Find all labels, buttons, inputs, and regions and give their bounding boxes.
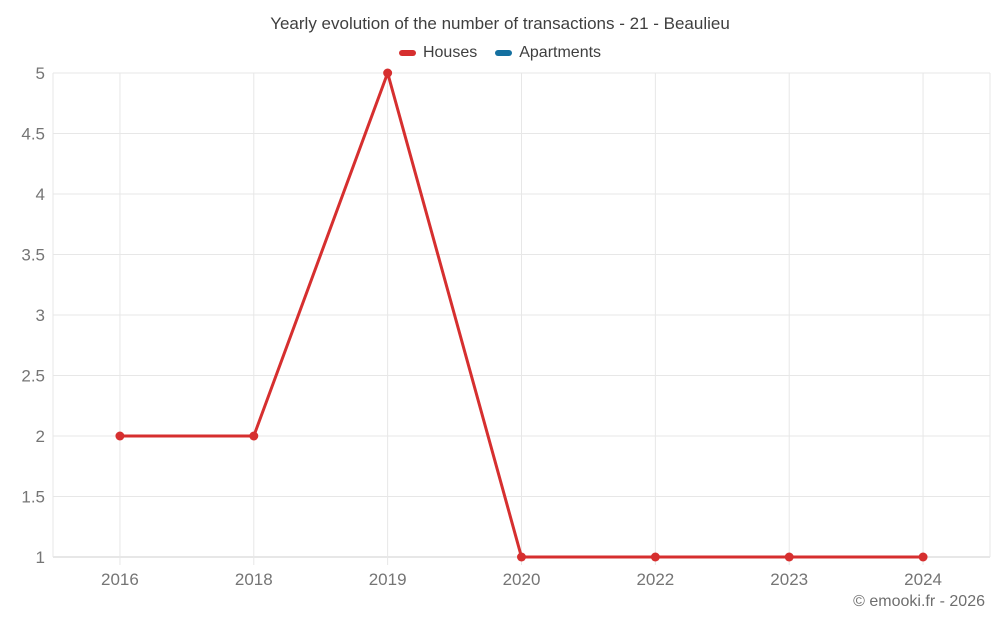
x-tick-label: 2022 [636,570,674,589]
legend-item-houses[interactable]: Houses [398,44,478,62]
x-tick-label: 2020 [503,570,541,589]
x-tick-label: 2016 [101,570,139,589]
y-tick-label: 3 [36,306,45,325]
data-point-houses[interactable] [784,552,794,562]
data-point-houses[interactable] [650,552,660,562]
legend: Houses Apartments [0,44,1000,62]
x-tick-label: 2023 [770,570,808,589]
legend-label-apartments: Apartments [519,44,602,61]
y-tick-label: 3.5 [21,246,45,265]
data-point-houses[interactable] [383,68,393,78]
data-point-houses[interactable] [249,431,259,441]
y-tick-label: 4 [36,185,45,204]
legend-label-houses: Houses [422,44,478,61]
data-point-houses[interactable] [918,552,928,562]
x-tick-label: 2019 [369,570,407,589]
y-tick-label: 2.5 [21,367,45,386]
apartments-swatch-icon [495,50,513,56]
y-tick-label: 2 [36,427,45,446]
legend-item-apartments[interactable]: Apartments [495,44,601,62]
y-tick-label: 1.5 [21,488,45,507]
data-point-houses[interactable] [517,552,526,562]
chart-title: Yearly evolution of the number of transa… [270,14,730,33]
y-tick-label: 4.5 [21,125,45,144]
x-tick-label: 2024 [904,570,942,589]
y-tick-label: 1 [36,548,45,567]
copyright: © emooki.fr - 2026 [853,593,985,610]
x-tick-label: 2018 [235,570,273,589]
data-point-houses[interactable] [115,431,125,441]
houses-swatch-icon [398,50,416,56]
y-tick-label: 5 [36,64,45,83]
